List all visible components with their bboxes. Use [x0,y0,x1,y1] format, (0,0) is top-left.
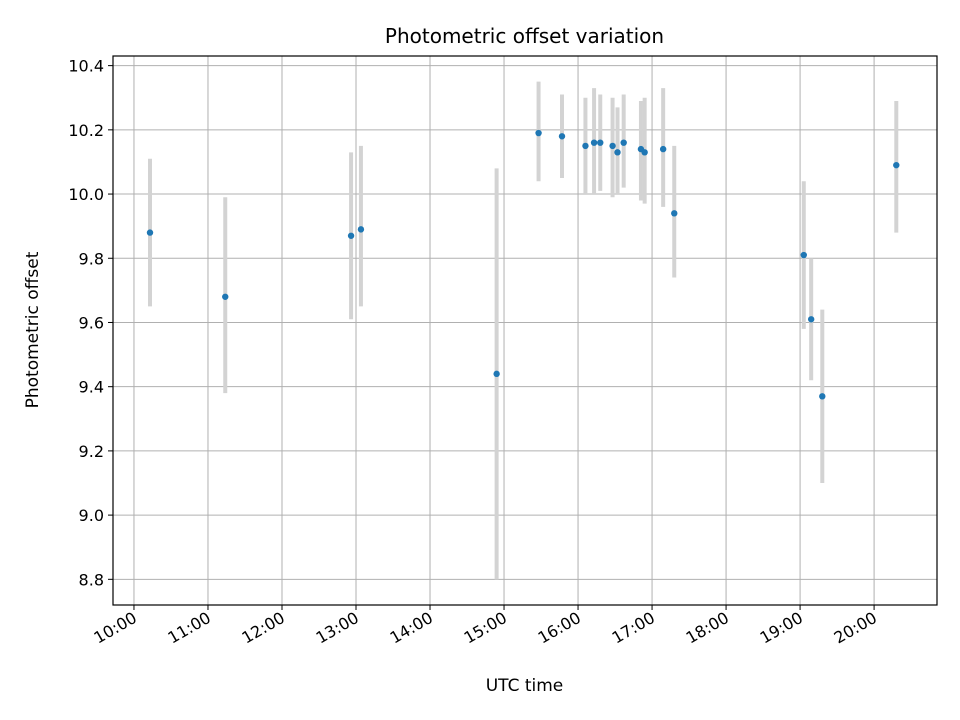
chart-title: Photometric offset variation [385,24,664,48]
grid-lines [113,56,937,605]
data-point [893,161,900,169]
data-point [819,393,826,400]
y-axis: 8.8 9.0 9.2 9.4 9.6 9.8 10.0 10.2 10.4 [68,57,113,589]
data-point [146,229,154,236]
y-tick-label: 9.8 [79,249,104,268]
data-point [641,149,648,156]
data-point [222,293,229,300]
data-point [558,133,566,140]
y-tick-label: 9.6 [79,313,104,332]
data-point [671,210,678,217]
y-tick-label: 10.2 [68,121,104,140]
data-point [614,149,621,156]
data-point [609,142,616,150]
data-point [357,226,365,233]
y-tick-label: 10.4 [68,57,104,76]
y-tick-label: 9.0 [79,506,104,525]
data-point [590,139,598,146]
data-point [535,129,542,137]
data-point [800,251,807,259]
data-points [146,129,900,400]
data-point [347,232,355,239]
data-point [620,139,627,146]
y-tick-label: 9.4 [79,378,104,397]
y-tick-label: 8.8 [79,570,104,589]
y-tick-label: 10.0 [68,185,104,204]
y-axis-label: Photometric offset [23,251,43,408]
data-point [807,316,815,323]
data-point [493,370,500,378]
data-point [597,139,604,146]
plot-frame [112,55,938,606]
x-axis-label: UTC time [486,676,564,696]
data-point [582,142,589,150]
y-tick-label: 9.2 [79,442,104,461]
data-point [659,145,667,153]
